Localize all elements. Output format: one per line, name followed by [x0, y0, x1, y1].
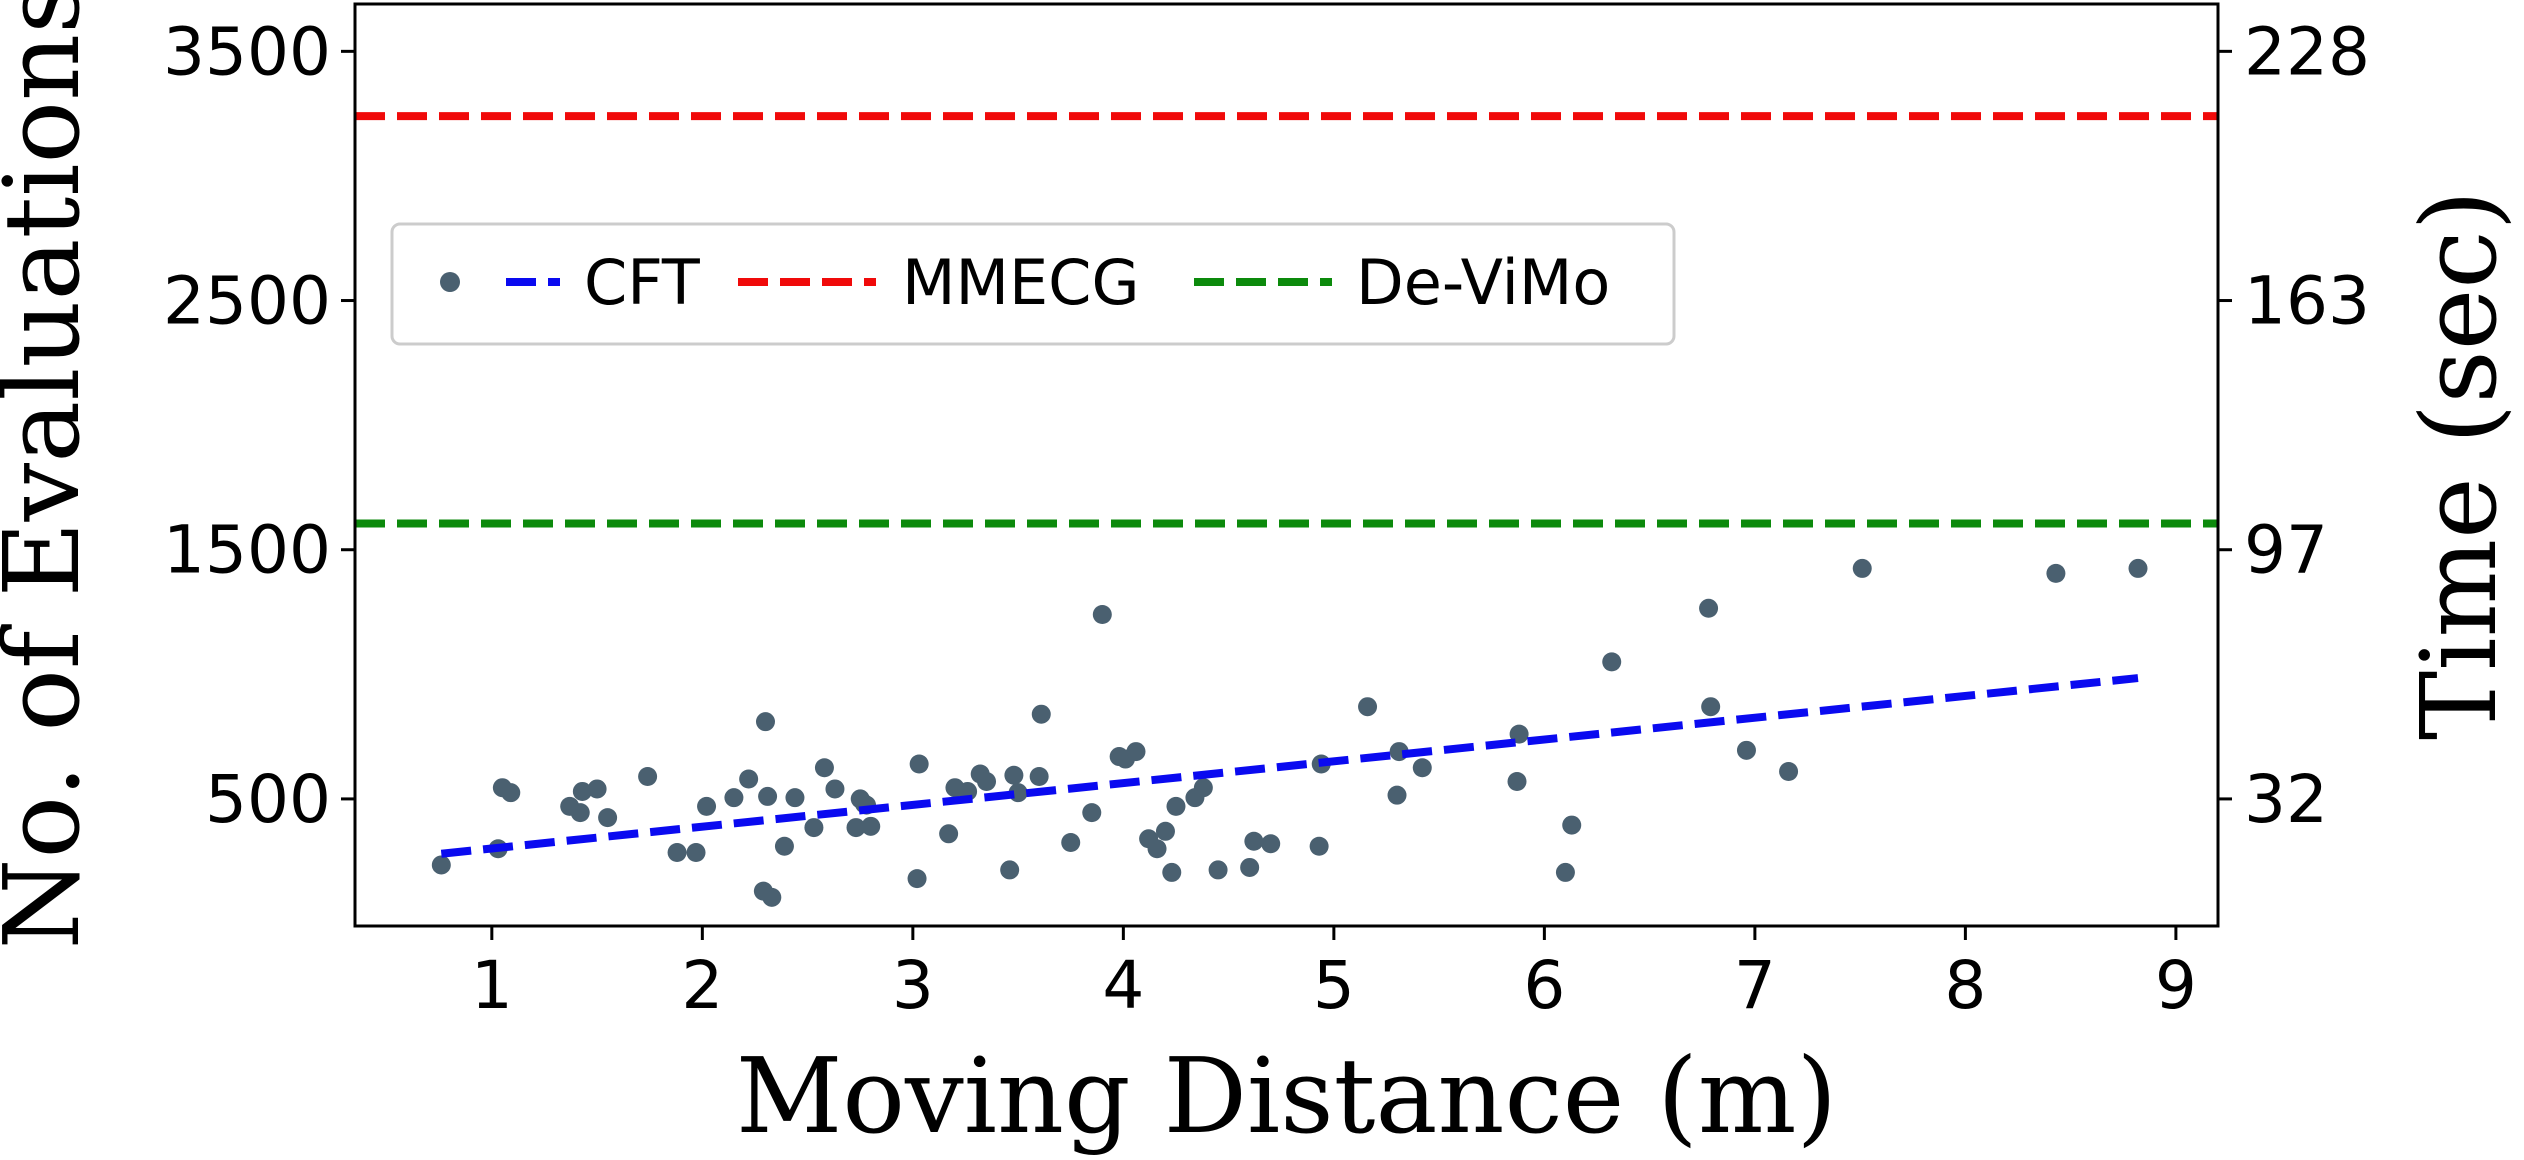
data-point [1208, 860, 1228, 880]
data-point [638, 766, 658, 786]
data-point [1562, 815, 1582, 835]
x-tick-label: 5 [1313, 947, 1355, 1024]
y-tick-label: 1500 [163, 512, 331, 589]
data-point [501, 783, 521, 803]
data-point [1155, 821, 1175, 841]
y2-tick-label: 97 [2244, 512, 2328, 589]
data-point [825, 779, 845, 799]
data-point [1061, 833, 1081, 853]
data-point [2128, 558, 2148, 578]
data-point [570, 803, 590, 823]
x-tick-label: 4 [1102, 947, 1144, 1024]
y-axis-title: No. of Evaluations [0, 0, 103, 950]
x-axis: 1 2 3 4 5 6 7 8 9 [471, 926, 2197, 1024]
data-point [1602, 652, 1622, 672]
data-point [762, 887, 782, 907]
data-point [1736, 740, 1756, 760]
legend-label-mmecg: MMECG [902, 246, 1140, 319]
data-point [1000, 860, 1020, 880]
y2-tick-label: 163 [2244, 263, 2370, 340]
data-point [814, 758, 834, 778]
data-point [1244, 831, 1264, 851]
data-point [587, 779, 607, 799]
data-point [739, 769, 759, 789]
legend-box [390, 222, 1676, 346]
data-point [667, 842, 687, 862]
y-tick-label: 3500 [163, 13, 331, 90]
data-point [686, 842, 706, 862]
legend-label-devimo: De-ViMo [1356, 246, 1610, 319]
y2-axis-title: Time (sec) [2398, 190, 2520, 740]
data-point [1261, 834, 1281, 854]
data-point [804, 818, 824, 838]
y-axis: 500 1500 2500 3500 [163, 13, 355, 838]
data-point [977, 771, 997, 791]
data-point [1082, 803, 1102, 823]
y2-tick-label: 228 [2244, 13, 2370, 90]
x-tick-label: 1 [471, 947, 513, 1024]
y-tick-label: 2500 [163, 263, 331, 340]
x-tick-label: 6 [1523, 947, 1565, 1024]
plot-frame [353, 2, 2220, 928]
y-tick-label: 500 [205, 761, 331, 838]
data-point [1193, 778, 1213, 798]
data-point [1412, 758, 1432, 778]
data-point [1029, 766, 1049, 786]
legend-label-cft: CFT [584, 246, 701, 319]
data-point [1699, 598, 1719, 618]
data-point [697, 796, 717, 816]
data-point [598, 808, 618, 828]
data-point [755, 712, 775, 732]
y2-axis: 32 97 163 228 [2218, 13, 2370, 838]
data-point [1092, 605, 1112, 625]
x-tick-label: 2 [681, 947, 723, 1024]
data-point [774, 836, 794, 856]
data-point [785, 788, 805, 808]
data-point [1166, 796, 1186, 816]
data-point [2046, 563, 2066, 583]
data-point [1555, 862, 1575, 882]
x-tick-label: 7 [1734, 947, 1776, 1024]
data-point [909, 754, 929, 774]
data-point [1387, 785, 1407, 805]
data-point [1004, 765, 1024, 785]
data-point [758, 786, 778, 806]
x-axis-title: Moving Distance (m) [736, 1035, 1837, 1157]
data-point [1507, 771, 1527, 791]
data-point [907, 869, 927, 889]
plot-marks [355, 112, 2218, 907]
data-point [1126, 742, 1146, 762]
data-point [1147, 839, 1167, 859]
data-point [939, 824, 959, 844]
data-point [1031, 704, 1051, 724]
data-point [1852, 558, 1872, 578]
x-tick-label: 9 [2155, 947, 2197, 1024]
data-point [861, 816, 881, 836]
data-point [1779, 762, 1799, 782]
data-point [572, 781, 592, 801]
legend: CFT MMECG De-ViMo [390, 222, 1676, 346]
data-point [1240, 857, 1260, 877]
data-point [846, 818, 866, 838]
data-point [724, 788, 744, 808]
data-point [1162, 862, 1182, 882]
data-point [431, 855, 451, 875]
data-point [1358, 697, 1378, 717]
fit-line-cft [440, 674, 2139, 858]
y2-tick-label: 32 [2244, 761, 2328, 838]
data-point [1309, 836, 1329, 856]
legend-marker-cft [440, 272, 460, 292]
data-point [1701, 697, 1721, 717]
x-tick-label: 8 [1944, 947, 1986, 1024]
x-tick-label: 3 [892, 947, 934, 1024]
